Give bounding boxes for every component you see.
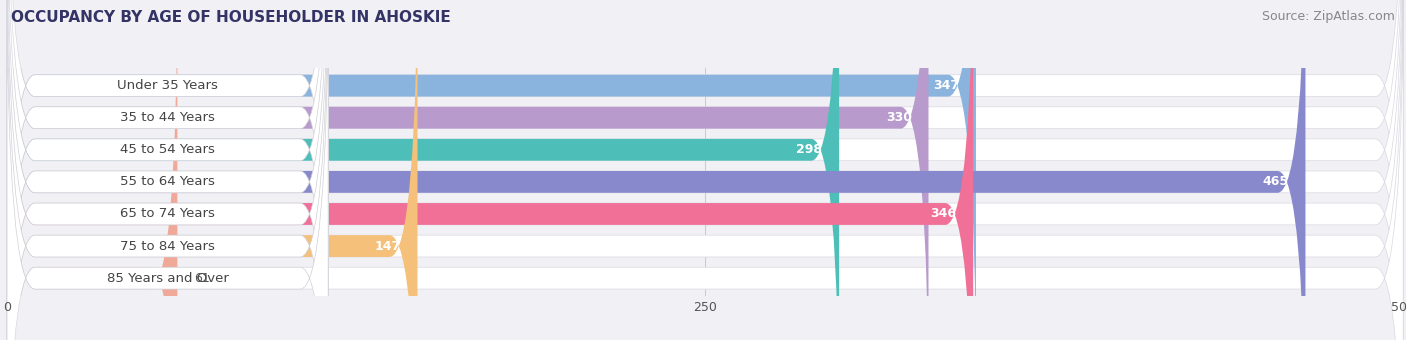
FancyBboxPatch shape — [7, 0, 1403, 340]
Text: 347: 347 — [934, 79, 959, 92]
Text: 45 to 54 Years: 45 to 54 Years — [120, 143, 215, 156]
FancyBboxPatch shape — [7, 0, 1403, 340]
FancyBboxPatch shape — [7, 0, 1403, 340]
FancyBboxPatch shape — [7, 0, 328, 340]
Text: 298: 298 — [796, 143, 823, 156]
Text: 35 to 44 Years: 35 to 44 Years — [120, 111, 215, 124]
FancyBboxPatch shape — [7, 0, 177, 340]
FancyBboxPatch shape — [7, 0, 328, 340]
FancyBboxPatch shape — [7, 0, 328, 340]
Text: 61: 61 — [194, 272, 209, 285]
Text: 465: 465 — [1263, 175, 1289, 188]
FancyBboxPatch shape — [7, 0, 418, 340]
Text: 85 Years and Over: 85 Years and Over — [107, 272, 229, 285]
FancyBboxPatch shape — [7, 0, 976, 340]
Text: Source: ZipAtlas.com: Source: ZipAtlas.com — [1261, 10, 1395, 23]
Text: OCCUPANCY BY AGE OF HOUSEHOLDER IN AHOSKIE: OCCUPANCY BY AGE OF HOUSEHOLDER IN AHOSK… — [11, 10, 451, 25]
FancyBboxPatch shape — [7, 0, 1403, 340]
FancyBboxPatch shape — [7, 0, 328, 340]
FancyBboxPatch shape — [7, 0, 1403, 340]
Text: 330: 330 — [886, 111, 911, 124]
Text: 65 to 74 Years: 65 to 74 Years — [120, 207, 215, 220]
Text: 75 to 84 Years: 75 to 84 Years — [120, 240, 215, 253]
FancyBboxPatch shape — [7, 0, 328, 340]
FancyBboxPatch shape — [7, 0, 1403, 340]
FancyBboxPatch shape — [7, 0, 328, 340]
Text: 55 to 64 Years: 55 to 64 Years — [120, 175, 215, 188]
Text: Under 35 Years: Under 35 Years — [117, 79, 218, 92]
FancyBboxPatch shape — [7, 0, 1403, 340]
FancyBboxPatch shape — [7, 0, 1305, 340]
Text: 147: 147 — [374, 240, 401, 253]
FancyBboxPatch shape — [7, 0, 839, 340]
FancyBboxPatch shape — [7, 0, 328, 340]
Text: 346: 346 — [931, 207, 956, 220]
FancyBboxPatch shape — [7, 0, 973, 340]
FancyBboxPatch shape — [7, 0, 928, 340]
